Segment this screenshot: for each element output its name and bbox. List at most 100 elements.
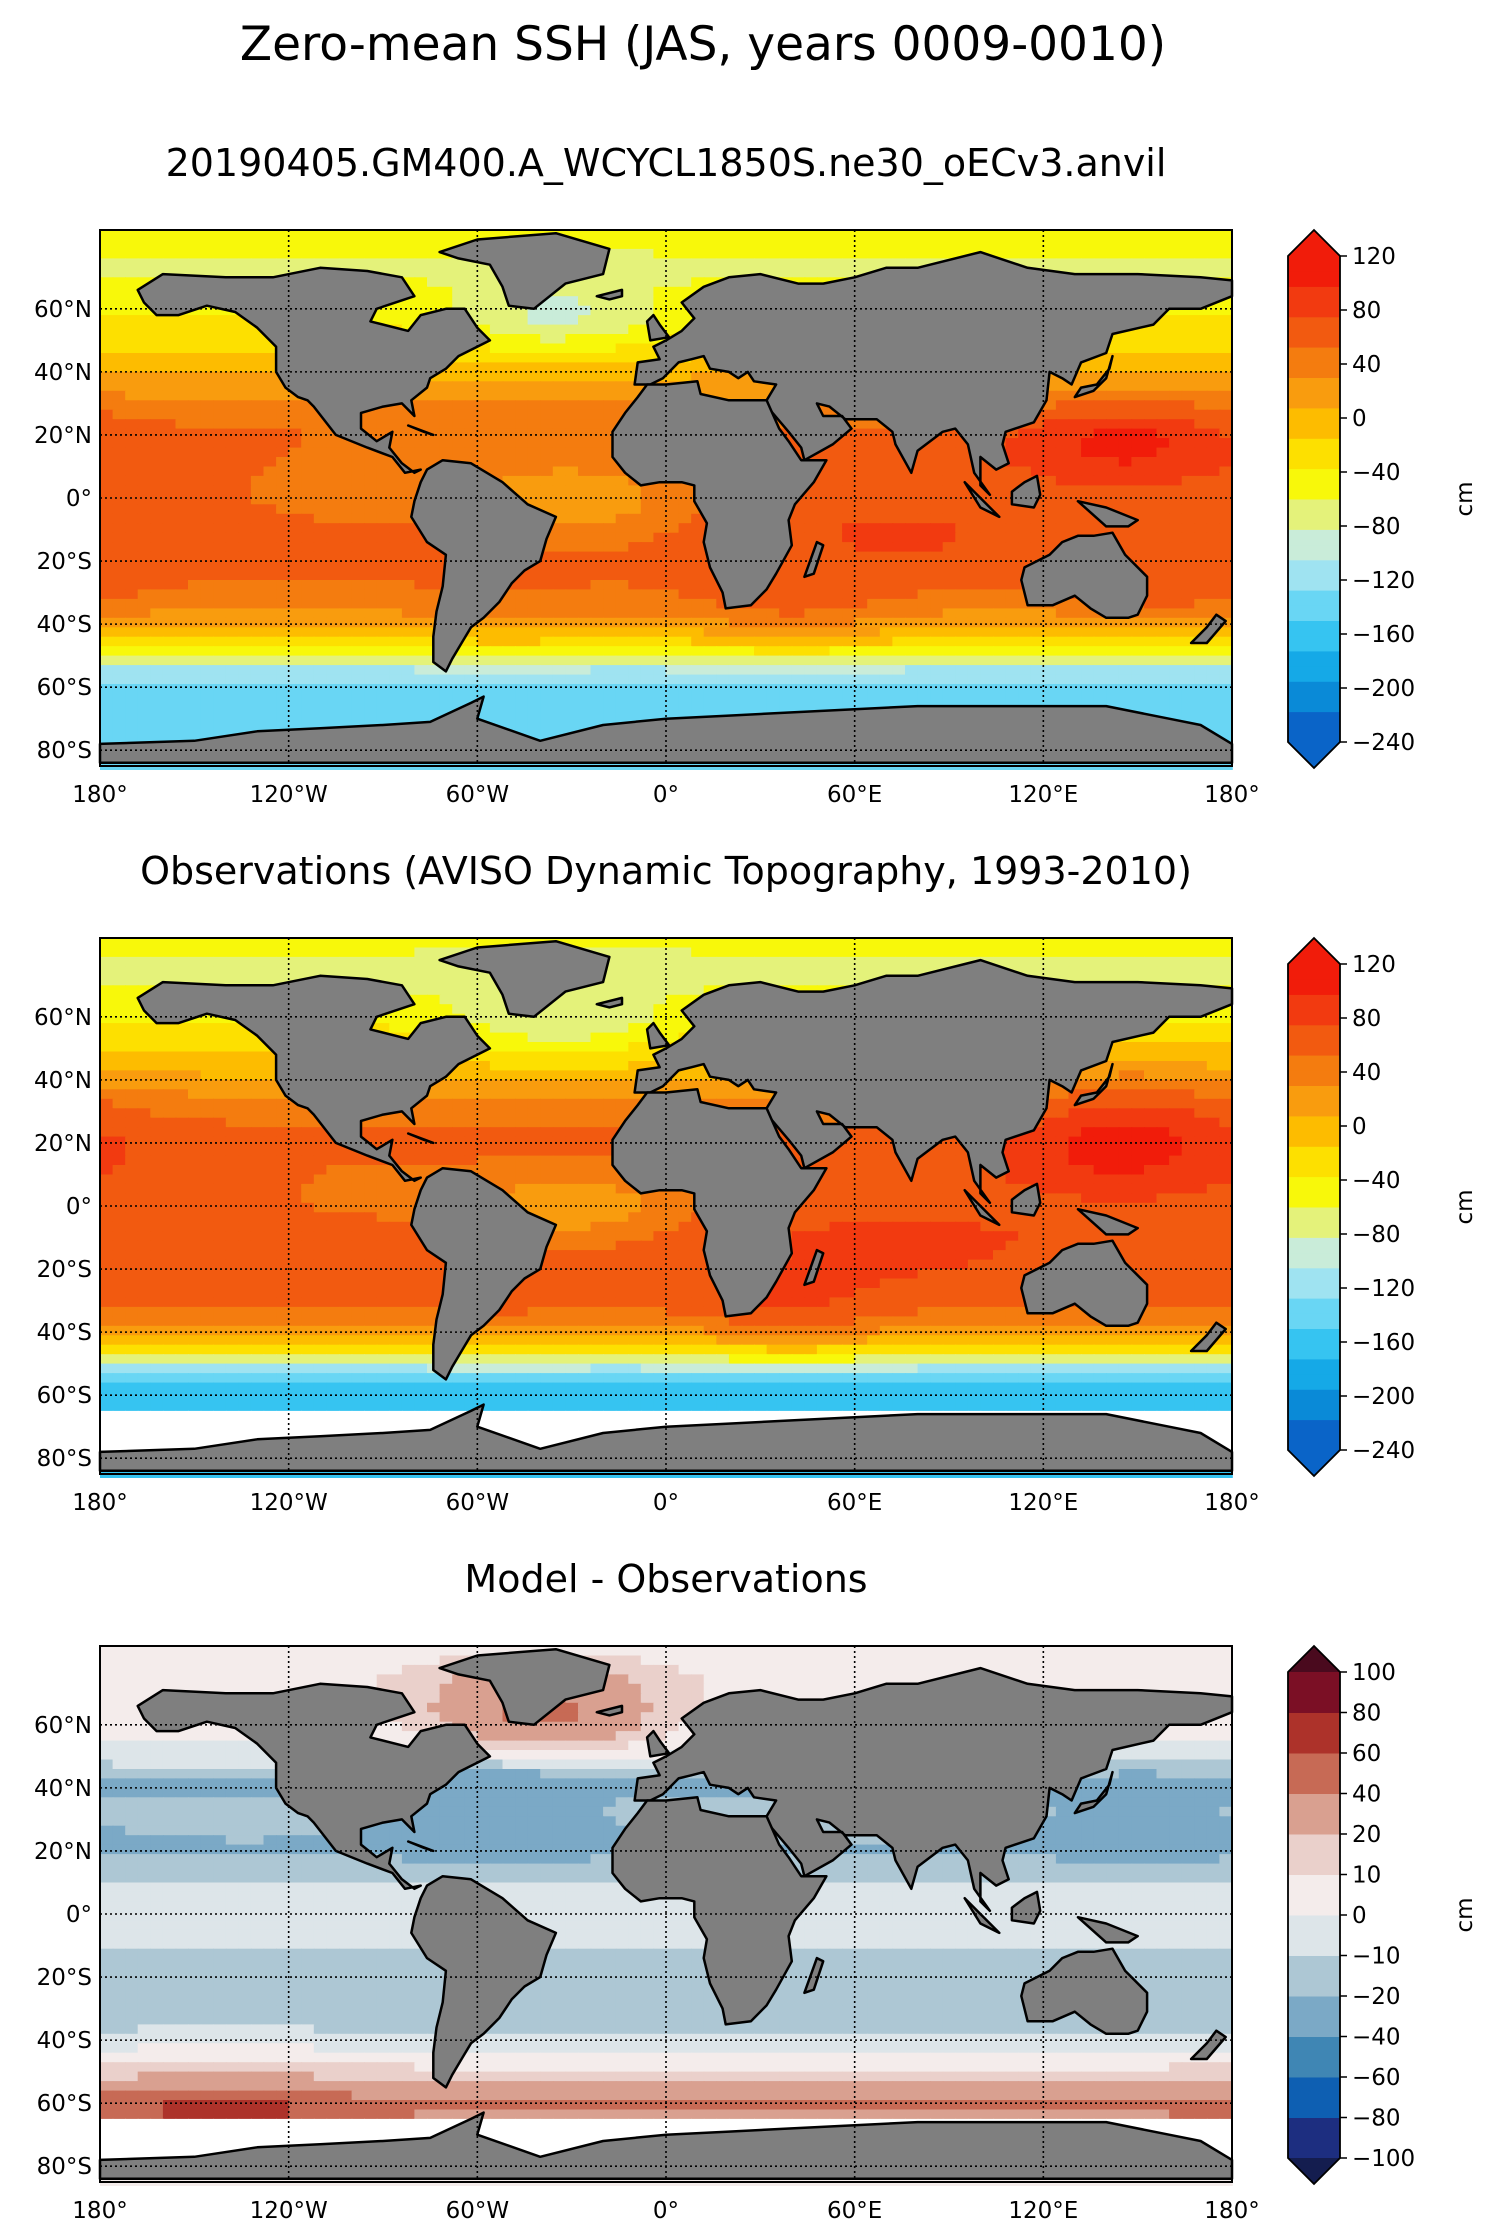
y-tick-label: 0° — [66, 1194, 92, 1220]
colorbar-extend-top — [1288, 230, 1340, 256]
colorbar-tick-label: −240 — [1352, 1438, 1415, 1464]
x-tick-label: 120°E — [1008, 782, 1078, 808]
colorbar-label: cm — [1452, 481, 1478, 516]
x-tick-label: 180° — [72, 2198, 127, 2224]
colorbar-tick-label: 20 — [1352, 1822, 1381, 1848]
y-tick-label: 20°N — [34, 423, 92, 449]
land-mask — [98, 1647, 1234, 2181]
colorbar-extend-top — [1288, 938, 1340, 964]
colorbar: 120 80 40 0 −40 −80 −120 −160 −200 −240 cm — [1287, 936, 1478, 1478]
y-tick-label: 60°N — [34, 1005, 92, 1031]
colorbar-label: cm — [1452, 1897, 1478, 1932]
colorbar-tick-label: 80 — [1352, 298, 1381, 324]
colorbar-tick-label: −20 — [1352, 1984, 1401, 2010]
colorbar-extend-top — [1288, 1646, 1340, 1672]
colorbar-tick-label: −120 — [1352, 568, 1415, 594]
colorbar-tick-label: −160 — [1352, 622, 1415, 648]
y-tick-label: 20°N — [34, 1131, 92, 1157]
colorbar-tick-label: −200 — [1352, 676, 1415, 702]
x-tick-label: 60°W — [446, 782, 510, 808]
y-tick-label: 60°N — [34, 297, 92, 323]
x-tick-label: 60°W — [446, 1490, 510, 1516]
colorbar-tick-label: 40 — [1352, 1782, 1381, 1808]
x-tick-label: 0° — [653, 782, 679, 808]
colorbar-tick-label: 40 — [1352, 1060, 1381, 1086]
y-tick-label: 80°S — [37, 738, 92, 764]
colorbar-tick-label: −40 — [1352, 2025, 1401, 2051]
colorbar-tick-label: 80 — [1352, 1701, 1381, 1727]
x-tick-label: 60°E — [827, 1490, 882, 1516]
x-tick-label: 180° — [72, 782, 127, 808]
colorbar-tick-label: −60 — [1352, 2065, 1401, 2091]
y-tick-label: 80°S — [37, 2154, 92, 2180]
map-frame — [99, 229, 1233, 767]
colorbar-tick-label: −160 — [1352, 1330, 1415, 1356]
x-tick-label: 120°E — [1008, 1490, 1078, 1516]
y-tick-label: 40°S — [37, 1320, 92, 1346]
land-mask — [98, 939, 1234, 1473]
colorbar-tick-label: 60 — [1352, 1741, 1381, 1767]
y-tick-label: 20°S — [37, 1965, 92, 1991]
x-tick-label: 180° — [1204, 782, 1259, 808]
y-tick-label: 40°S — [37, 2028, 92, 2054]
y-tick-label: 60°N — [34, 1713, 92, 1739]
gridlines — [100, 1646, 1232, 2182]
x-tick-label: 60°W — [446, 2198, 510, 2224]
y-tick-label: 20°N — [34, 1839, 92, 1865]
y-tick-label: 80°S — [37, 1446, 92, 1472]
colorbar-tick-label: −80 — [1352, 1222, 1401, 1248]
colorbar-extend-bottom — [1288, 2158, 1340, 2184]
y-tick-label: 40°N — [34, 1776, 92, 1802]
panel-title: Model - Observations — [464, 1557, 867, 1601]
x-tick-label: 0° — [653, 2198, 679, 2224]
x-tick-label: 120°W — [250, 2198, 328, 2224]
colorbar-tick-label: −120 — [1352, 1276, 1415, 1302]
colorbar-tick-label: 0 — [1352, 1903, 1367, 1929]
colorbar-tick-label: 100 — [1352, 1660, 1396, 1686]
map-frame — [99, 937, 1233, 1475]
colorbar-tick-label: 120 — [1352, 244, 1396, 270]
colorbar-tick-label: 40 — [1352, 352, 1381, 378]
y-tick-label: 40°N — [34, 1068, 92, 1094]
y-tick-label: 60°S — [37, 675, 92, 701]
y-tick-label: 20°S — [37, 549, 92, 575]
x-tick-label: 60°E — [827, 782, 882, 808]
colorbar-tick-label: 0 — [1352, 406, 1367, 432]
colorbar-extend-bottom — [1288, 1450, 1340, 1476]
colorbar-tick-label: −10 — [1352, 1944, 1401, 1970]
colorbar-tick-label: −40 — [1352, 1168, 1401, 1194]
colorbar-tick-label: −200 — [1352, 1384, 1415, 1410]
colorbar-tick-label: −80 — [1352, 2106, 1401, 2132]
x-tick-label: 120°W — [250, 1490, 328, 1516]
land-mask — [98, 231, 1234, 765]
colorbar-tick-label: −80 — [1352, 514, 1401, 540]
y-tick-label: 0° — [66, 486, 92, 512]
colorbar-tick-label: 120 — [1352, 952, 1396, 978]
y-tick-label: 60°S — [37, 2091, 92, 2117]
x-tick-label: 180° — [1204, 1490, 1259, 1516]
colorbar-tick-label: 80 — [1352, 1006, 1381, 1032]
map-frame — [99, 1645, 1233, 2183]
panel-title: 20190405.GM400.A_WCYCL1850S.ne30_oECv3.a… — [166, 141, 1167, 185]
gridlines — [100, 230, 1232, 766]
colorbar: 120 80 40 0 −40 −80 −120 −160 −200 −240 cm — [1287, 228, 1478, 770]
gridlines — [100, 938, 1232, 1474]
colorbar-extend-bottom — [1288, 742, 1340, 768]
colorbar-tick-label: 10 — [1352, 1863, 1381, 1889]
colorbar-label: cm — [1452, 1189, 1478, 1224]
x-tick-label: 60°E — [827, 2198, 882, 2224]
colorbar-tick-label: 0 — [1352, 1114, 1367, 1140]
x-tick-label: 180° — [1204, 2198, 1259, 2224]
panel-1: 20190405.GM400.A_WCYCL1850S.ne30_oECv3.a… — [34, 141, 1478, 808]
x-tick-label: 120°W — [250, 782, 328, 808]
colorbar-tick-label: −100 — [1352, 2146, 1415, 2172]
y-tick-label: 60°S — [37, 1383, 92, 1409]
panel-title: Observations (AVISO Dynamic Topography, … — [140, 849, 1192, 893]
y-tick-label: 0° — [66, 1902, 92, 1928]
y-tick-label: 20°S — [37, 1257, 92, 1283]
panels: 20190405.GM400.A_WCYCL1850S.ne30_oECv3.a… — [34, 141, 1478, 2224]
x-tick-label: 0° — [653, 1490, 679, 1516]
x-tick-label: 120°E — [1008, 2198, 1078, 2224]
